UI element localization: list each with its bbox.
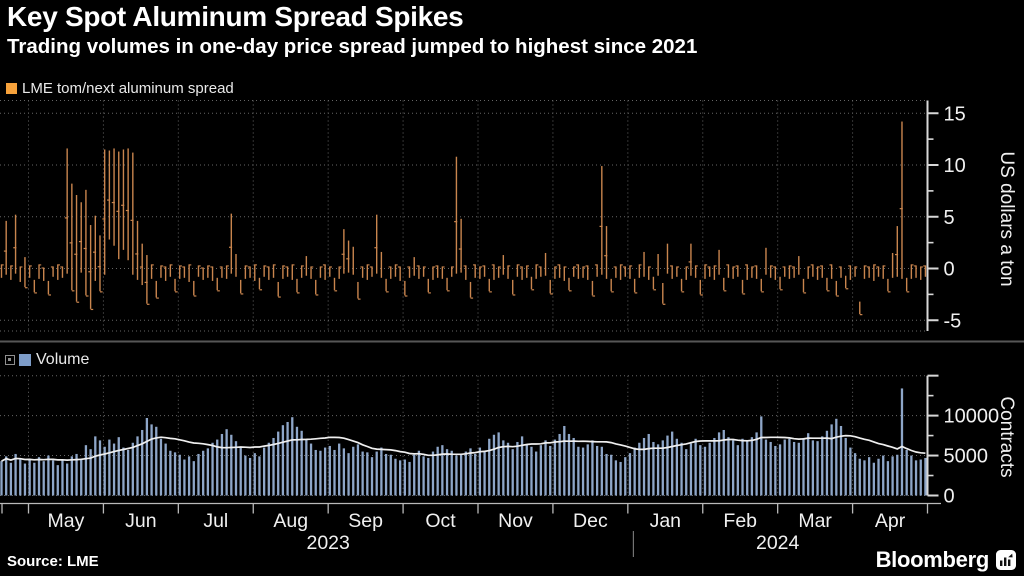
x-tick-label-month: Jun [125, 510, 156, 532]
spread-bars [0, 121, 927, 316]
x-tick-label-month: Jul [203, 510, 228, 532]
x-axis: May Jun Jul Aug Sep Oct Nov Dec Jan Feb Mar Apr 2023… [0, 502, 941, 557]
x-tick-label-month: Jan [650, 510, 681, 532]
y-tick-label: 10 [944, 155, 966, 177]
bloomberg-icon [996, 550, 1016, 570]
x-tick-label-month: Feb [723, 510, 757, 532]
bloomberg-wordmark: Bloomberg [875, 547, 990, 572]
spread-legend-label: LME tom/next aluminum spread [22, 80, 234, 97]
source-note: Source: LME [7, 553, 99, 570]
x-tick-label-month: Apr [875, 510, 906, 532]
x-axis-year-label: 2024 [756, 532, 800, 554]
x-axis-year-label: 2023 [306, 532, 349, 554]
x-tick-label-month: Oct [425, 510, 456, 532]
volume-legend: Volume [5, 351, 89, 369]
x-tick-label-month: Sep [348, 510, 383, 532]
x-tick-label-month: Dec [573, 510, 608, 532]
x-tick-label-month: Mar [798, 510, 832, 532]
chart-subtitle: Trading volumes in one-day price spread … [7, 35, 698, 58]
y-axis-title-volume: Contracts [996, 396, 1017, 477]
y-axis-spread: 15 10 5 0 -5 [926, 100, 966, 332]
y-tick-label: 10000 [944, 406, 1000, 428]
y-tick-label: 5000 [944, 446, 989, 468]
y-tick-label: 5 [944, 207, 955, 229]
y-tick-label: 0 [944, 259, 955, 281]
bloomberg-brand: Bloomberg [876, 547, 1016, 573]
volume-bars [0, 388, 927, 496]
volume-legend-label: Volume [36, 351, 90, 368]
spread-legend: LME tom/next aluminum spread [6, 80, 234, 97]
y-tick-label: 0 [944, 486, 955, 508]
y-tick-label: -5 [944, 310, 962, 332]
chart-title: Key Spot Aluminum Spread Spikes [7, 1, 464, 32]
x-tick-label-month: Nov [498, 510, 533, 532]
y-axis-title-spread: US dollars a ton [996, 151, 1017, 286]
volume-moving-average-line [1, 434, 926, 462]
x-tick-label-month: May [48, 510, 85, 532]
x-tick-label-month: Aug [273, 510, 308, 532]
y-axis-volume: 10000 5000 0 [926, 374, 1000, 508]
panel-collapse-icon [5, 355, 15, 365]
spread-legend-swatch-icon [6, 83, 17, 94]
gridlines [0, 100, 928, 496]
y-tick-label: 15 [944, 103, 966, 125]
volume-legend-swatch-icon [19, 354, 31, 366]
